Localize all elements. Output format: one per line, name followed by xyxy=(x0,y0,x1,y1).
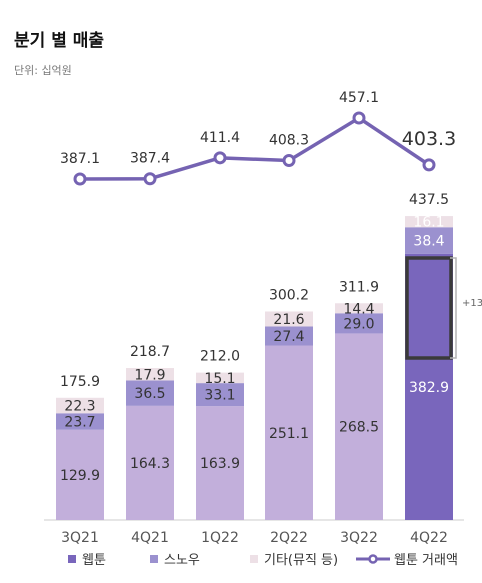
bar-other-4Q21 xyxy=(126,368,174,381)
label-other-3Q21: 22.3 xyxy=(64,399,95,415)
legend-label-line: 웹툰 거래액 xyxy=(394,553,458,568)
line-webtoon-volume xyxy=(79,116,430,181)
unit-label: 단위: 십억원 xyxy=(14,64,72,77)
label-total-4Q22: 437.5 xyxy=(409,192,449,208)
legend-label-snow: 스노우 xyxy=(164,553,200,568)
point-volume-2Q22 xyxy=(282,154,296,168)
bar-snow-1Q22 xyxy=(196,383,244,407)
bar-other-1Q22 xyxy=(196,372,244,384)
label-snow-1Q22: 33.1 xyxy=(204,388,235,404)
point-volume-3Q21 xyxy=(73,172,87,186)
tick-label-2Q22: 2Q22 xyxy=(270,530,308,546)
legend-swatch-snow xyxy=(150,554,158,563)
label-volume-3Q22: 457.1 xyxy=(339,90,379,106)
label-total-2Q22: 300.2 xyxy=(269,287,309,303)
bar-webtoon-2Q22 xyxy=(265,345,313,520)
label-snow-2Q22: 27.4 xyxy=(273,329,304,345)
bar-snow-4Q22 xyxy=(405,227,453,254)
label-other-2Q22: 21.6 xyxy=(273,312,304,328)
bar-webtoon-3Q21 xyxy=(56,429,104,520)
bar-webtoon-3Q22 xyxy=(335,333,383,520)
label-webtoon-3Q21: 129.9 xyxy=(60,468,100,484)
legend: 웹툰 스노우 기타(뮤직 등) 웹툰 거래액 xyxy=(0,549,482,573)
label-snow-4Q21: 36.5 xyxy=(134,386,165,402)
tick-label-4Q21: 4Q21 xyxy=(131,530,169,546)
bar-webtoon-4Q21 xyxy=(126,405,174,520)
label-webtoon-4Q22: 382.9 xyxy=(409,380,449,396)
bar-other-3Q22 xyxy=(335,303,383,314)
tick-label-3Q22: 3Q22 xyxy=(340,530,378,546)
label-other-4Q21: 17.9 xyxy=(134,367,165,383)
label-total-1Q22: 212.0 xyxy=(200,349,240,365)
legend-line-icon xyxy=(356,553,390,564)
point-volume-1Q22 xyxy=(213,151,227,165)
label-snow-3Q21: 23.7 xyxy=(64,415,95,431)
point-volume-3Q22 xyxy=(352,111,366,125)
tick-label-4Q22: 4Q22 xyxy=(410,530,448,546)
label-total-4Q21: 218.7 xyxy=(130,344,170,360)
legend-label-webtoon: 웹툰 xyxy=(82,553,106,568)
legend-label-other: 기타(뮤직 등) xyxy=(264,553,339,568)
legend-item-snow: 스노우 xyxy=(150,549,200,568)
label-webtoon-3Q22: 268.5 xyxy=(339,420,379,436)
label-webtoon-2Q22: 251.1 xyxy=(269,426,309,442)
legend-item-webtoon: 웹툰 xyxy=(68,549,106,568)
label-other-3Q22: 14.4 xyxy=(343,301,374,317)
bar-other-3Q21 xyxy=(56,397,104,414)
growth-bracket xyxy=(450,257,457,359)
label-other-4Q22: 16.1 xyxy=(413,215,444,231)
tick-label-1Q22: 1Q22 xyxy=(201,530,239,546)
label-total-3Q22: 311.9 xyxy=(339,279,379,295)
chart-title: 분기 별 매출 xyxy=(14,31,105,51)
point-volume-4Q22 xyxy=(422,158,436,172)
label-volume-2Q22: 408.3 xyxy=(269,133,309,149)
point-volume-4Q21 xyxy=(143,172,157,186)
bar-snow-2Q22 xyxy=(265,326,313,346)
label-volume-4Q22: 403.3 xyxy=(402,128,456,150)
bar-snow-4Q21 xyxy=(126,380,174,406)
bar-other-2Q22 xyxy=(265,311,313,327)
bar-snow-3Q21 xyxy=(56,413,104,430)
tick-label-3Q21: 3Q21 xyxy=(61,530,99,546)
bar-other-4Q22 xyxy=(405,216,453,228)
label-volume-4Q21: 387.4 xyxy=(130,151,170,167)
label-other-1Q22: 15.1 xyxy=(204,371,235,387)
highlight-box xyxy=(405,256,453,360)
label-total-3Q21: 175.9 xyxy=(60,374,100,390)
growth-bracket-label: +13 xyxy=(462,298,482,309)
bar-snow-3Q22 xyxy=(335,313,383,334)
label-webtoon-4Q21: 164.3 xyxy=(130,456,170,472)
label-volume-1Q22: 411.4 xyxy=(200,130,240,146)
legend-item-line: 웹툰 거래액 xyxy=(356,549,458,568)
label-webtoon-1Q22: 163.9 xyxy=(200,456,240,472)
legend-swatch-other xyxy=(250,554,258,563)
label-snow-4Q22: 38.4 xyxy=(413,234,444,250)
bar-webtoon-1Q22 xyxy=(196,406,244,520)
legend-swatch-webtoon xyxy=(68,554,76,563)
bar-webtoon-4Q22 xyxy=(405,253,453,520)
label-snow-3Q22: 29.0 xyxy=(343,316,374,332)
legend-item-other: 기타(뮤직 등) xyxy=(250,549,338,568)
label-volume-3Q21: 387.1 xyxy=(60,151,100,167)
